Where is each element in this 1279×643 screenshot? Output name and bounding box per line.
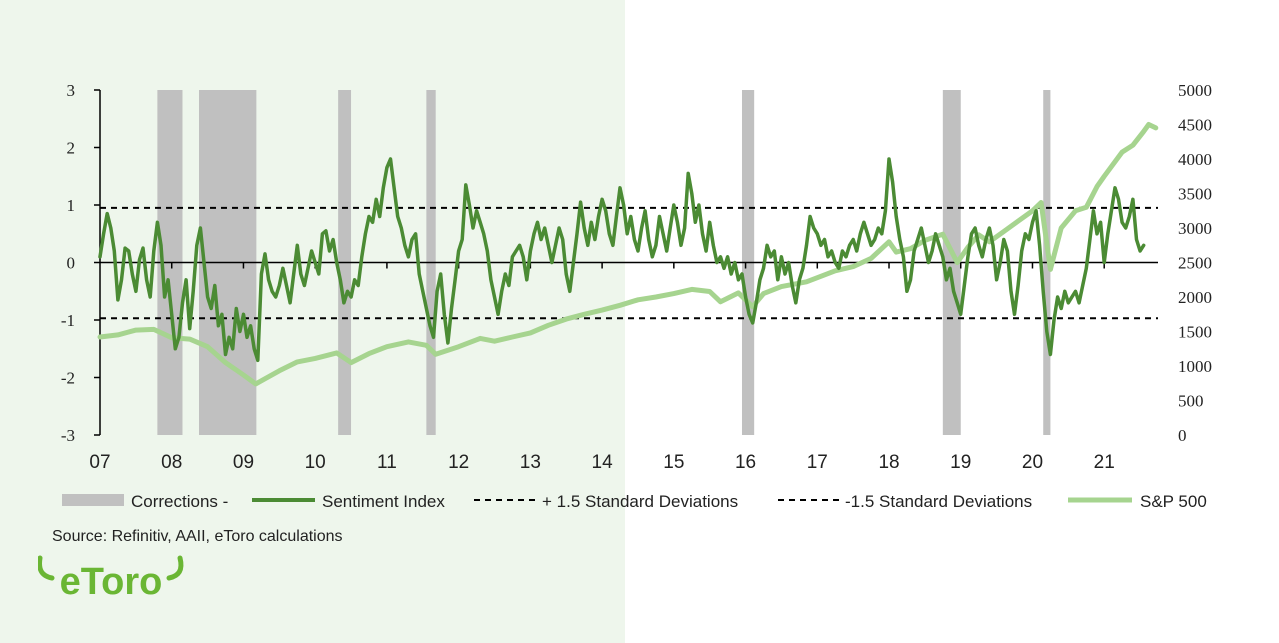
x-tick-label-7: 14 <box>592 452 614 473</box>
left-tick-label-6: -3 <box>61 426 75 445</box>
x-tick-label-13: 20 <box>1022 452 1043 473</box>
legend-label-plus-std: + 1.5 Standard Deviations <box>542 492 738 511</box>
left-tick-label-0: 3 <box>67 81 76 100</box>
x-tick-label-4: 11 <box>377 452 397 473</box>
source-caption: Source: Refinitiv, AAII, eToro calculati… <box>52 528 343 545</box>
left-tick-label-1: 2 <box>67 139 76 158</box>
right-tick-label-1: 4500 <box>1178 116 1212 135</box>
left-axis-ticks: 3 2 1 0 -1 -2 -3 <box>61 81 100 445</box>
logo-right-horn-icon <box>166 555 184 581</box>
x-tick-label-2: 09 <box>233 452 254 473</box>
x-axis-ticks: 07 08 09 10 11 12 13 14 15 16 17 18 19 20 21 <box>89 262 1115 473</box>
right-tick-label-2: 4000 <box>1178 150 1212 169</box>
legend-swatch-corrections <box>62 494 124 506</box>
x-tick-label-5: 12 <box>448 452 469 473</box>
sentiment-series-line <box>98 157 1146 363</box>
x-tick-label-12: 19 <box>950 452 971 473</box>
right-tick-label-4: 3000 <box>1178 219 1212 238</box>
x-tick-label-0: 07 <box>89 452 110 473</box>
sp500-series-line <box>97 122 1159 387</box>
right-tick-label-5: 2500 <box>1178 254 1212 273</box>
chart-background-panel <box>0 0 625 643</box>
logo-wordmark: eToro <box>60 561 163 602</box>
legend-label-minus-std: -1.5 Standard Deviations <box>845 492 1032 511</box>
x-tick-label-1: 08 <box>161 452 182 473</box>
x-tick-label-6: 13 <box>520 452 541 473</box>
right-tick-label-9: 500 <box>1178 392 1204 411</box>
right-tick-label-10: 0 <box>1178 426 1187 445</box>
chart-legend: Corrections - Sentiment Index + 1.5 Stan… <box>62 492 1207 511</box>
left-tick-label-5: -2 <box>61 369 75 388</box>
x-tick-label-11: 18 <box>878 452 899 473</box>
right-tick-label-3: 3500 <box>1178 185 1212 204</box>
right-tick-label-7: 1500 <box>1178 323 1212 342</box>
x-tick-label-10: 17 <box>807 452 828 473</box>
right-tick-label-6: 2000 <box>1178 288 1212 307</box>
left-tick-label-2: 1 <box>67 196 76 215</box>
x-tick-label-8: 15 <box>663 452 684 473</box>
legend-label-corrections: Corrections - <box>131 492 228 511</box>
x-tick-label-9: 16 <box>735 452 756 473</box>
x-tick-label-3: 10 <box>305 452 326 473</box>
legend-label-sentiment: Sentiment Index <box>322 492 445 511</box>
right-tick-label-0: 5000 <box>1178 81 1212 100</box>
left-tick-label-4: -1 <box>61 311 75 330</box>
right-tick-label-8: 1000 <box>1178 357 1212 376</box>
etoro-logo: eToro <box>38 555 184 602</box>
x-tick-label-14: 21 <box>1094 452 1115 473</box>
legend-label-sp500: S&P 500 <box>1140 492 1207 511</box>
left-tick-label-3: 0 <box>67 254 76 273</box>
logo-left-horn-icon <box>38 555 55 581</box>
